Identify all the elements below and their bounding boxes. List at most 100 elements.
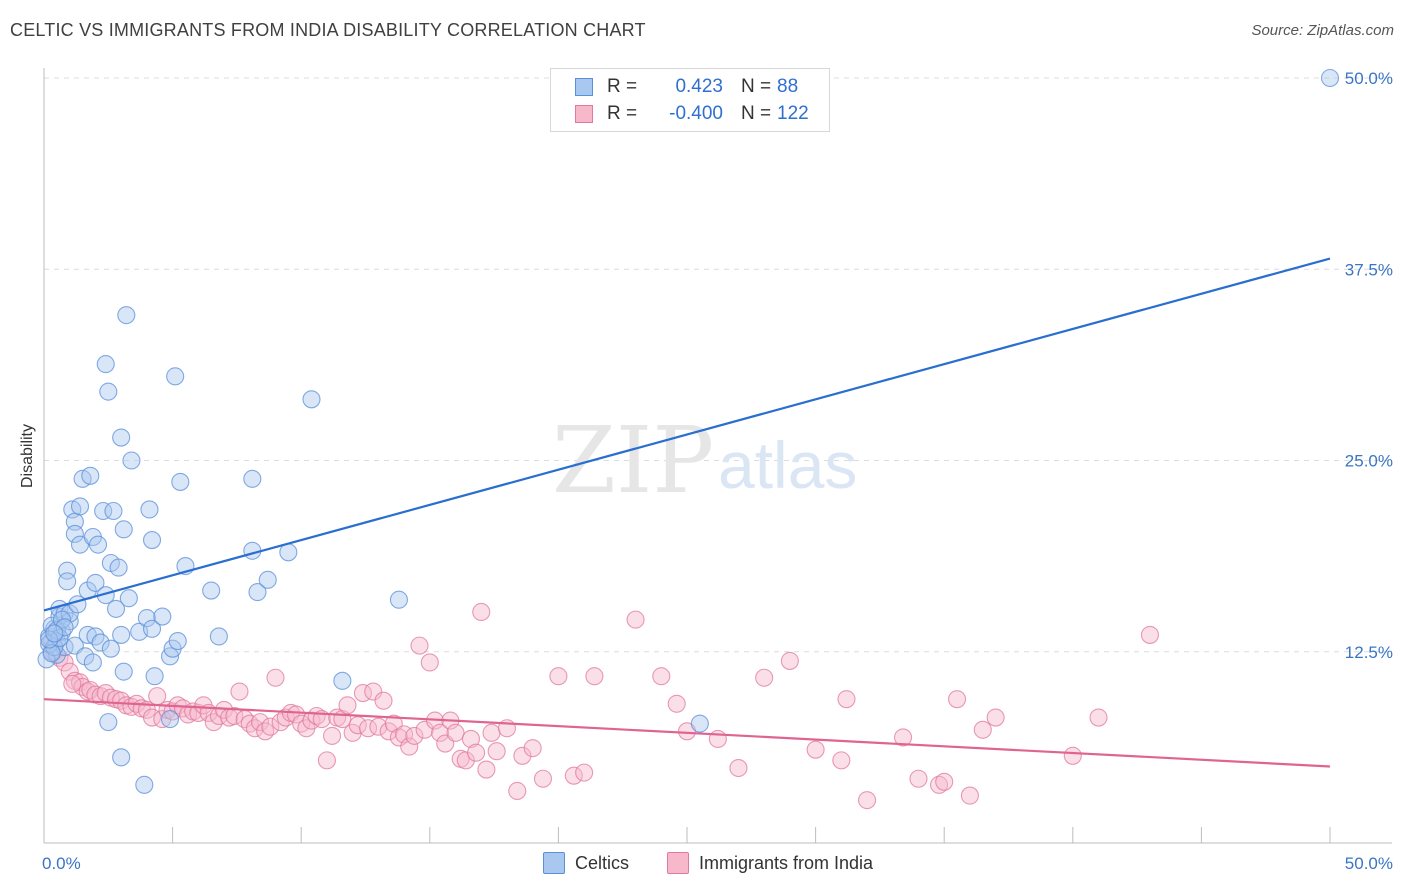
celtics-point (114, 520, 133, 539)
celtics-point (258, 570, 277, 589)
india-point (230, 682, 249, 701)
celtics-point (248, 583, 267, 602)
india-point (338, 696, 357, 715)
india-point (549, 667, 568, 686)
india-point (456, 751, 475, 770)
legend-n-label: N = (741, 76, 772, 97)
india-point (564, 766, 583, 785)
celtics-point (112, 428, 131, 447)
legend-n-value: 122 (777, 103, 809, 124)
india-point (513, 746, 532, 765)
india-point (250, 713, 270, 732)
celtics-point (70, 497, 90, 516)
india-point (508, 781, 527, 801)
india-point (364, 682, 383, 701)
india-point (857, 791, 877, 810)
india-point (626, 610, 645, 629)
india-point (935, 772, 954, 791)
india-point (960, 786, 979, 805)
tick-labels: 12.5% 25.0% 37.5% 50.0% 0.0% 50.0% (42, 69, 1393, 873)
india-point (467, 743, 486, 762)
celtics-trend-line (43, 257, 1331, 612)
india-point (405, 726, 424, 745)
legend-item-celtics[interactable]: Celtics (543, 852, 629, 874)
celtics-point (101, 639, 120, 658)
celtics-point (119, 589, 138, 608)
x-tick-label: 50.0% (1345, 854, 1393, 873)
legend-swatch-celtics (543, 852, 565, 874)
india-point (323, 726, 342, 745)
grid-lines (44, 77, 1392, 653)
chart-source: Source: ZipAtlas.com (1251, 22, 1394, 39)
india-point (832, 751, 851, 770)
india-point (420, 653, 439, 672)
india-point (410, 636, 429, 655)
india-point (1089, 708, 1108, 727)
celtics-point (135, 775, 154, 794)
india-point (533, 769, 553, 788)
trend-lines (43, 257, 1331, 768)
india-point (708, 729, 727, 749)
legend-swatch-india (667, 852, 689, 874)
celtics-point (58, 561, 77, 580)
india-point (780, 651, 799, 670)
celtics-point (55, 618, 74, 637)
celtics-points (37, 68, 1340, 794)
india-point (986, 708, 1005, 727)
watermark-atlas: atlas (718, 428, 857, 502)
celtics-point (202, 581, 221, 600)
india-point (930, 775, 949, 794)
celtics-point (96, 355, 115, 374)
india-point (446, 723, 465, 742)
watermark-zip: ZIP (552, 407, 714, 514)
india-point (487, 742, 506, 761)
legend-r-value: 0.423 (675, 76, 723, 97)
india-point (287, 705, 306, 724)
celtics-point (389, 590, 408, 609)
legend-item-india[interactable]: Immigrants from India (667, 852, 873, 874)
india-point (482, 723, 501, 742)
correlation-legend: R = 0.423 N = 88 R = -0.400 N = 122 (550, 68, 830, 132)
celtics-point (112, 625, 131, 644)
celtics-point (140, 500, 159, 519)
celtics-point (168, 631, 187, 651)
legend-n-label: N = (741, 103, 772, 124)
celtics-point (104, 501, 123, 521)
celtics-point (690, 714, 709, 733)
y-tick-label: 50.0% (1345, 69, 1393, 88)
celtics-point (142, 531, 162, 550)
india-point (909, 769, 928, 788)
x-tick-label: 0.0% (42, 854, 81, 873)
celtics-point (99, 713, 118, 732)
celtics-point (279, 543, 298, 562)
celtics-point (117, 306, 136, 325)
y-tick-label: 25.0% (1345, 452, 1393, 471)
india-point (755, 668, 774, 687)
y-tick-label: 37.5% (1345, 260, 1393, 279)
legend-row-india: R = -0.400 N = 122 (575, 103, 809, 125)
india-point (472, 602, 491, 622)
india-point (374, 691, 393, 710)
celtics-point (333, 671, 352, 690)
india-point (153, 710, 172, 729)
india-point (415, 720, 434, 739)
watermark: ZIP atlas (552, 407, 857, 514)
celtics-point (112, 748, 131, 767)
india-point (652, 667, 671, 686)
india-point (575, 763, 594, 782)
legend-label-india: Immigrants from India (699, 852, 874, 873)
axes (43, 68, 1392, 844)
india-point (837, 690, 856, 709)
india-point (523, 739, 542, 758)
legend-label-celtics: Celtics (575, 852, 630, 873)
india-point (431, 723, 450, 742)
celtics-point (142, 619, 162, 638)
celtics-point (145, 667, 164, 686)
celtics-point (106, 599, 126, 618)
celtics-point (243, 469, 262, 488)
celtics-point (160, 710, 180, 729)
india-point (973, 720, 992, 739)
india-point (667, 694, 686, 713)
legend-r-label: R = (607, 103, 638, 124)
